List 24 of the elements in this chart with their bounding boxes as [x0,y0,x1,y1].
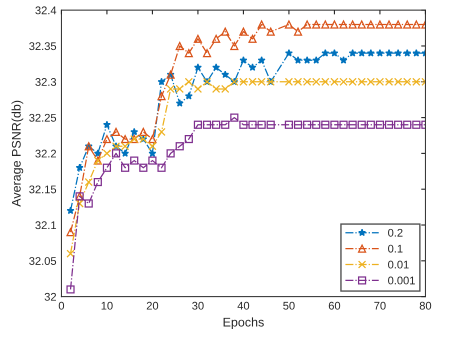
x-tick-label: 50 [283,302,295,310]
y-tick-label: 32.05 [29,257,56,265]
x-tick-label: 60 [328,302,340,310]
y-tick-label: 32.3 [35,78,56,86]
legend-label: 0.001 [388,276,415,284]
x-tick-label: 80 [420,302,432,310]
y-tick-label: 32 [44,292,56,301]
x-tick-label: 0 [58,302,64,310]
y-axis-title: Average PSNR(db) [12,100,24,207]
legend-label: 0.2 [388,228,403,237]
y-tick-label: 32.2 [35,150,56,158]
x-axis-title: Epochs [224,317,264,330]
legend-label: 0.01 [388,260,409,269]
x-tick-label: 40 [238,302,250,310]
legend-label: 0.1 [388,244,403,253]
y-tick-label: 32.25 [29,114,56,122]
x-tick-label: 10 [102,302,113,310]
x-tick-label: 20 [146,302,158,310]
x-tick-label: 30 [192,302,204,310]
y-tick-label: 32.35 [29,42,56,50]
y-tick-label: 32.1 [35,221,56,230]
x-tick-label: 70 [374,302,386,310]
y-tick-label: 32.15 [29,185,56,194]
y-tick-label: 32.4 [35,6,56,14]
